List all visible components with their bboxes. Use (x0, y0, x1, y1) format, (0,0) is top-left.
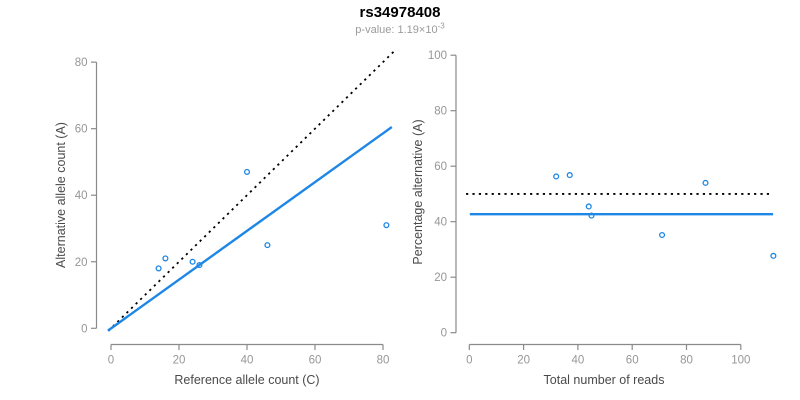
data-point (585, 203, 592, 210)
y-tick-label: 80 (75, 57, 88, 69)
y-axis-title: Alternative allele count (A) (54, 122, 68, 268)
y-tick-label: 20 (75, 257, 88, 269)
data-point (770, 252, 777, 259)
x-tick-label: 60 (626, 355, 639, 367)
x-tick-label: 60 (309, 355, 322, 367)
data-point (155, 265, 162, 272)
x-tick-label: 0 (108, 355, 114, 367)
data-point (196, 262, 203, 269)
data-point (264, 242, 271, 249)
x-tick-label: 80 (377, 355, 390, 367)
data-point (553, 173, 560, 180)
data-point (659, 231, 666, 239)
pvalue-exponent: -3 (437, 21, 445, 31)
x-tick-label: 80 (680, 355, 693, 367)
x-tick-label: 20 (173, 355, 186, 367)
data-point (588, 212, 595, 219)
y-tick-label: 100 (428, 50, 447, 62)
data-point (383, 222, 390, 229)
y-tick-label: 40 (75, 190, 88, 202)
y-tick-label: 0 (81, 323, 87, 335)
x-axis-title: Total number of reads (544, 373, 665, 387)
plot-panel-1: 0 20 40 60 80 0 20 40 60 80 Reference allele count… (54, 50, 395, 387)
y-tick-label: 80 (434, 106, 447, 118)
y-tick-label: 40 (434, 217, 447, 229)
identity-line (107, 50, 395, 332)
x-tick-label: 40 (241, 355, 254, 367)
data-point (566, 172, 573, 179)
data-point (243, 168, 251, 175)
y-tick-label: 60 (75, 124, 88, 136)
x-tick-label: 20 (517, 355, 530, 367)
y-tick-label: 20 (434, 272, 447, 284)
data-point (702, 179, 709, 186)
x-tick-label: 100 (731, 355, 750, 367)
figure-subtitle: p-value: 1.19×10-3 (0, 21, 800, 36)
y-axis-title: Percentage alternative (A) (411, 119, 425, 264)
x-tick-label: 0 (466, 355, 472, 367)
pvalue-text: p-value: 1.19×10 (355, 24, 438, 36)
regression-line (107, 126, 393, 332)
figure-title: rs34978408 (359, 4, 441, 21)
y-tick-label: 60 (434, 161, 447, 173)
y-tick-label: 0 (441, 328, 447, 340)
plot-panel-2: 0 20 40 60 80 100 0 20 40 60 80 100 Total number of … (411, 50, 777, 387)
x-tick-label: 40 (572, 355, 585, 367)
data-point (189, 258, 196, 265)
data-point (162, 255, 169, 262)
x-axis-title: Reference allele count (C) (174, 373, 319, 387)
